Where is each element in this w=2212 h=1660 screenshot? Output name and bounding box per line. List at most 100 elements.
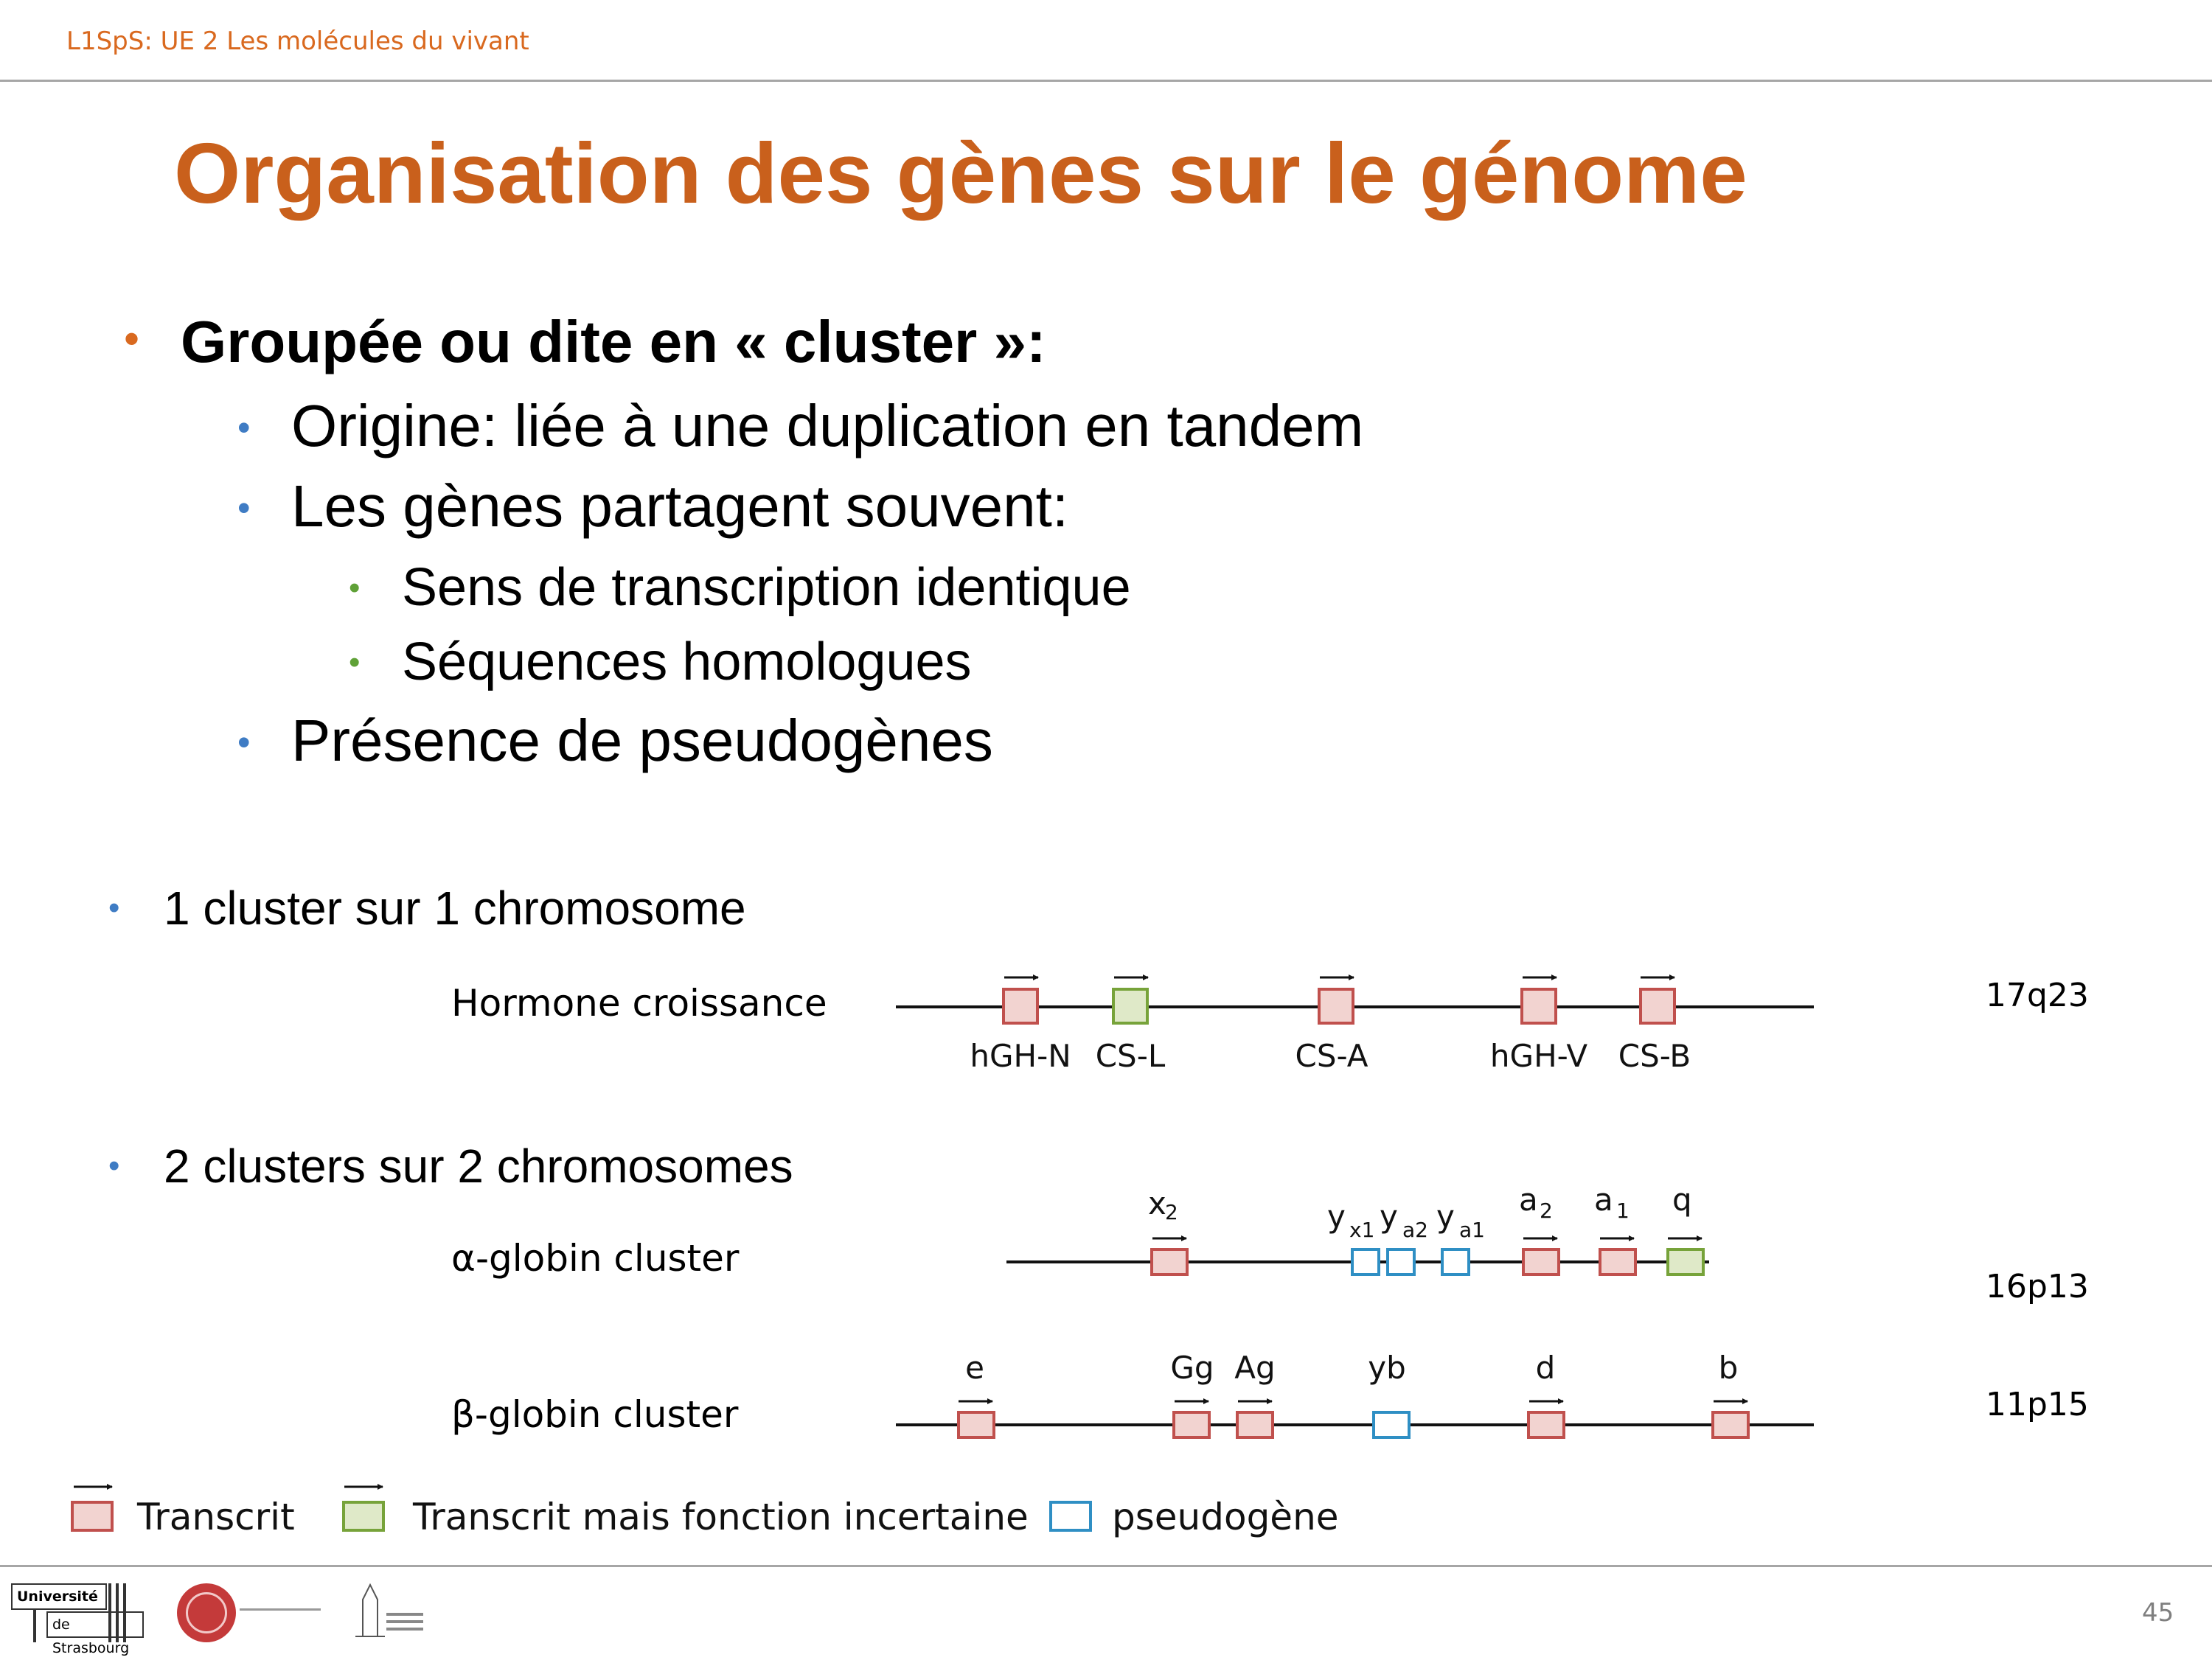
bullet-dot: • [237, 722, 251, 763]
legend-swatch-transcrit [71, 1501, 114, 1532]
slide-title: Organisation des gènes sur le génome [174, 125, 1747, 221]
gene-label: CS-L [1096, 1038, 1166, 1074]
alpha-locus: 16p13 [1986, 1268, 2089, 1305]
legend-item-transcrit: Transcrit [71, 1484, 295, 1538]
hormone-gene-hgh-v: hGH-V [1490, 974, 1587, 1074]
bullet-pseudo: Présence de pseudogènes [291, 708, 993, 773]
gene-box-transcrit [1527, 1411, 1565, 1439]
logo-text-mark [386, 1628, 423, 1631]
section-two-clusters: 2 clusters sur 2 chromosomes [164, 1140, 793, 1193]
legend: Transcrit Transcrit mais fonction incert… [71, 1484, 1339, 1538]
gene-subscript: 1 [1616, 1199, 1630, 1223]
gene-label: CS-A [1295, 1038, 1368, 1074]
alpha-gene-a2: a 2 [1519, 1182, 1560, 1276]
faculty-logo-rule [240, 1608, 321, 1611]
seal-ring [186, 1592, 227, 1633]
bullet-main: Groupée ou dite en « cluster »: [181, 309, 1046, 374]
bullet-dot: • [108, 1148, 120, 1184]
alpha-cluster-label: α-globin cluster [451, 1237, 740, 1280]
hormone-gene-cs-a: CS-A [1295, 974, 1368, 1074]
hospitals-logo [355, 1583, 423, 1637]
bullet-dot: • [237, 407, 251, 448]
alpha-gene-a1: a 1 [1594, 1182, 1637, 1276]
beta-locus: 11p15 [1986, 1386, 2089, 1423]
logo-bar [33, 1608, 36, 1642]
logo-text-line2: de Strasbourg [46, 1611, 144, 1656]
hormone-locus: 17q23 [1986, 977, 2089, 1014]
gene-letter: a [1594, 1182, 1613, 1218]
alpha-gene-ya2: y a2 [1380, 1199, 1428, 1276]
gene-box-incertain [1666, 1248, 1705, 1276]
gene-box-transcrit [1522, 1248, 1560, 1276]
alpha-gene-ya1: y a1 [1436, 1199, 1485, 1276]
gene-box-pseudogene [1351, 1248, 1380, 1276]
legend-label: Transcrit [136, 1496, 295, 1538]
gene-label: e [965, 1350, 984, 1386]
legend-item-incertain: Transcrit mais fonction incertaine [342, 1484, 1029, 1538]
gene-box-pseudogene [1372, 1411, 1411, 1439]
gene-letter: a [1519, 1182, 1538, 1218]
beta-gene-e: e [957, 1350, 995, 1439]
logo-text-mark [386, 1620, 423, 1623]
hormone-cluster-label: Hormone croissance [451, 982, 827, 1025]
bullet-list: • Groupée ou dite en « cluster »: • Orig… [0, 0, 2212, 811]
gene-box-transcrit [1318, 988, 1354, 1025]
gene-box-transcrit [1639, 988, 1676, 1025]
gene-box-pseudogene [1386, 1248, 1416, 1276]
gene-letter: y [1380, 1199, 1398, 1235]
gene-box-transcrit [1002, 988, 1039, 1025]
university-logo: Université de Strasbourg [11, 1583, 144, 1656]
gene-subscript: a1 [1459, 1218, 1485, 1242]
hormone-gene-cs-b: CS-B [1618, 974, 1691, 1074]
gene-box-transcrit [1172, 1411, 1211, 1439]
gene-subscript: a2 [1402, 1218, 1428, 1242]
bullet-dot: • [349, 570, 361, 606]
page-number: 45 [2142, 1598, 2174, 1628]
logo-text-mark [386, 1613, 423, 1616]
alpha-gene-q: q [1666, 1182, 1705, 1276]
beta-gene-b: b [1711, 1350, 1750, 1439]
gene-label: b [1719, 1350, 1739, 1386]
alpha-gene-x2: x 2 [1148, 1185, 1189, 1276]
section-one-cluster: 1 cluster sur 1 chromosome [164, 882, 746, 935]
bullet-dot: • [349, 644, 361, 680]
header-divider [0, 80, 2212, 82]
gene-letter: y [1436, 1199, 1455, 1235]
bullet-dot: • [108, 890, 120, 926]
footer-divider [0, 1565, 2212, 1567]
gene-label: hGH-N [970, 1038, 1071, 1074]
gene-label: yb [1368, 1350, 1406, 1386]
hormone-gene-hgh-n: hGH-N [970, 974, 1071, 1074]
gene-label: hGH-V [1490, 1038, 1587, 1074]
gene-label: CS-B [1618, 1038, 1691, 1074]
gene-label: Ag [1234, 1350, 1275, 1386]
legend-label: Transcrit mais fonction incertaine [412, 1496, 1029, 1538]
logo-bar [108, 1583, 111, 1642]
bullet-share-item: Sens de transcription identique [402, 558, 1131, 617]
alpha-gene-yx1: y x1 [1327, 1199, 1380, 1276]
gene-letter: q [1672, 1182, 1692, 1218]
gene-box-incertain [1112, 988, 1149, 1025]
gene-box-transcrit [1236, 1411, 1274, 1439]
gene-subscript: 2 [1540, 1199, 1553, 1223]
legend-label: pseudogène [1112, 1496, 1339, 1538]
logo-text-line1: Université [11, 1583, 107, 1610]
legend-item-pseudogene: pseudogène [1049, 1496, 1339, 1538]
beta-gene-yb: yb [1368, 1350, 1411, 1439]
beta-gene-gg: Gg [1170, 1350, 1214, 1439]
bullet-share-item: Séquences homologues [402, 632, 972, 691]
logo-bar [123, 1583, 126, 1642]
cathedral-icon [362, 1583, 378, 1637]
bullet-dot: • [237, 487, 251, 529]
gene-box-transcrit [1520, 988, 1557, 1025]
gene-box-transcrit [1150, 1248, 1189, 1276]
course-title: L1SpS: UE 2 Les molécules du vivant [66, 27, 529, 56]
faculty-seal-logo [177, 1583, 236, 1642]
bullet-share: Les gènes partagent souvent: [291, 473, 1069, 539]
gene-box-transcrit [1711, 1411, 1750, 1439]
bullet-dot: • [124, 314, 140, 363]
gene-label: Gg [1170, 1350, 1214, 1386]
logo-bar [116, 1583, 119, 1642]
gene-subscript: x1 [1349, 1218, 1374, 1242]
